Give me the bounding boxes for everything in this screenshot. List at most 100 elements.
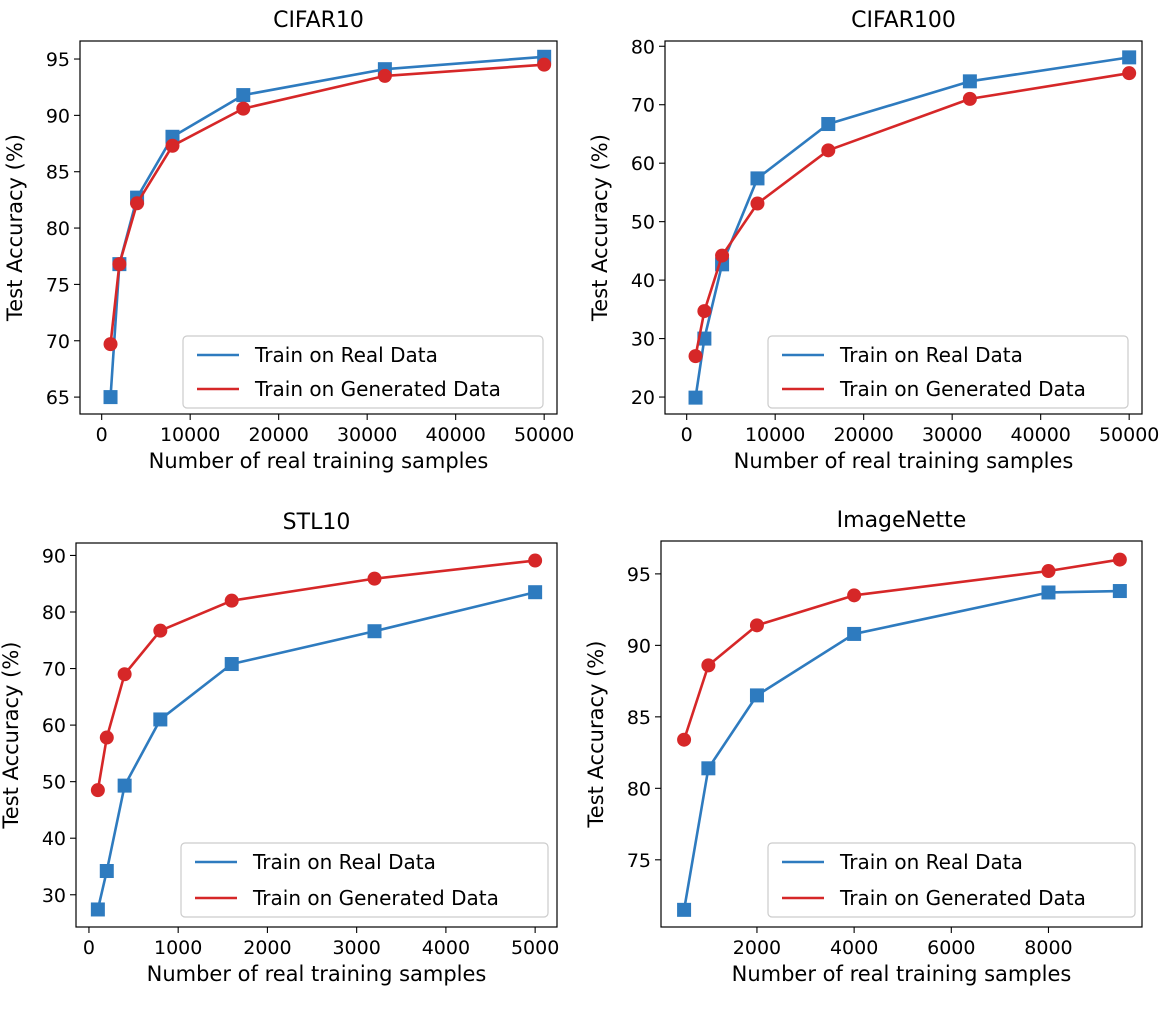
x-tick-label: 30000	[922, 424, 982, 446]
data-point	[130, 196, 145, 211]
y-tick-label: 90	[627, 635, 651, 657]
chart-title: CIFAR10	[273, 8, 364, 33]
axes-frame	[75, 542, 558, 928]
data-point	[367, 571, 382, 586]
legend-box	[182, 335, 544, 409]
series-line	[694, 71, 1130, 357]
chart-panel-3: ImageNette 2000 4000 6000 8000 75 80 85 90 95 Numb…	[584, 508, 1143, 986]
data-point	[821, 143, 836, 158]
data-point	[1122, 66, 1137, 81]
x-tick-label: 40000	[1010, 424, 1070, 446]
legend-label: Train on Generated Data	[252, 886, 499, 910]
data-point	[1112, 584, 1127, 599]
legend-label: Train on Generated Data	[254, 377, 501, 401]
legend-label: Train on Generated Data	[839, 886, 1086, 910]
y-tick-label: 50	[42, 772, 66, 794]
data-point	[701, 658, 716, 673]
x-tick-label: 10000	[160, 424, 220, 446]
x-tick-label: 0	[83, 937, 95, 959]
data-point	[962, 74, 977, 89]
y-tick-label: 70	[631, 95, 655, 117]
y-axis-label: Test Accuracy (%)	[588, 134, 612, 322]
chart-title: ImageNette	[837, 508, 967, 533]
chart-title: CIFAR100	[851, 8, 956, 33]
chart-panel-2: STL10 0 1000 2000 3000 4000 5000 30 40 50 60 70 80 90…	[0, 510, 559, 986]
legend: Train on Real Data Train on Generated Dat…	[182, 335, 544, 409]
data-point	[528, 585, 543, 600]
series-generated	[103, 57, 552, 352]
y-tick-label: 75	[627, 850, 651, 872]
data-point	[677, 902, 692, 917]
data-point	[701, 761, 716, 776]
legend-label: Train on Real Data	[254, 343, 438, 367]
axes-frame	[664, 40, 1143, 415]
series-line	[682, 589, 1120, 911]
y-tick-label: 60	[631, 153, 655, 175]
series-real	[677, 584, 1127, 917]
data-point	[367, 624, 382, 639]
x-tick-label: 40000	[425, 424, 485, 446]
chart-panel-1: CIFAR100 0 10000 20000 30000 40000 50000 20 30 40…	[588, 8, 1159, 473]
data-point	[962, 91, 977, 106]
chart-title: STL10	[283, 510, 351, 535]
x-axis-label: Number of real training samples	[734, 449, 1074, 473]
series-real	[90, 585, 543, 917]
data-point	[528, 553, 543, 568]
data-point	[1041, 564, 1056, 579]
x-tick-label: 30000	[337, 424, 397, 446]
y-tick-label: 80	[627, 778, 651, 800]
data-point	[103, 337, 118, 352]
x-axis-label: Number of real training samples	[149, 449, 489, 473]
data-point	[90, 902, 105, 917]
x-axis-label: Number of real training samples	[732, 962, 1072, 986]
legend-box	[180, 842, 549, 918]
y-axis-label: Test Accuracy (%)	[3, 134, 27, 322]
y-axis-label: Test Accuracy (%)	[0, 642, 23, 830]
legend-label: Train on Real Data	[252, 850, 436, 874]
x-tick-label: 20000	[833, 424, 893, 446]
data-point	[749, 618, 764, 633]
series-line	[109, 63, 545, 345]
y-tick-label: 85	[46, 162, 70, 184]
x-tick-label: 0	[96, 424, 108, 446]
y-tick-label: 65	[46, 387, 70, 409]
y-tick-label: 90	[42, 545, 66, 567]
series-generated	[90, 553, 543, 798]
data-point	[236, 88, 251, 103]
data-point	[1122, 50, 1137, 65]
x-tick-label: 6000	[927, 937, 975, 959]
data-point	[103, 390, 118, 405]
x-tick-label: 4000	[830, 937, 878, 959]
data-point	[165, 138, 180, 153]
y-tick-label: 70	[46, 331, 70, 353]
legend-label: Train on Real Data	[839, 850, 1023, 874]
legend-box	[767, 842, 1136, 918]
y-tick-label: 90	[46, 105, 70, 127]
y-tick-label: 40	[42, 828, 66, 850]
y-tick-label: 30	[42, 885, 66, 907]
data-point	[224, 593, 239, 608]
data-point	[537, 57, 552, 72]
x-tick-label: 10000	[745, 424, 805, 446]
axes-frame	[660, 540, 1143, 928]
series-generated	[688, 66, 1137, 364]
data-point	[99, 730, 114, 745]
y-tick-label: 85	[627, 707, 651, 729]
data-point	[847, 588, 862, 603]
x-axis-label: Number of real training samples	[147, 962, 487, 986]
legend: Train on Real Data Train on Generated Dat…	[180, 842, 549, 918]
x-tick-label: 20000	[248, 424, 308, 446]
y-tick-label: 80	[631, 36, 655, 58]
data-point	[90, 783, 105, 798]
y-tick-label: 95	[627, 564, 651, 586]
data-point	[847, 626, 862, 641]
series-line	[96, 559, 536, 791]
y-tick-label: 70	[42, 659, 66, 681]
x-tick-label: 50000	[1099, 424, 1159, 446]
data-point	[117, 778, 132, 793]
chart-panel-0: CIFAR10 0 10000 20000 30000 40000 50000 65 70 75 8…	[3, 8, 574, 473]
legend-label: Train on Real Data	[839, 343, 1023, 367]
x-tick-label: 50000	[514, 424, 574, 446]
data-point	[677, 732, 692, 747]
